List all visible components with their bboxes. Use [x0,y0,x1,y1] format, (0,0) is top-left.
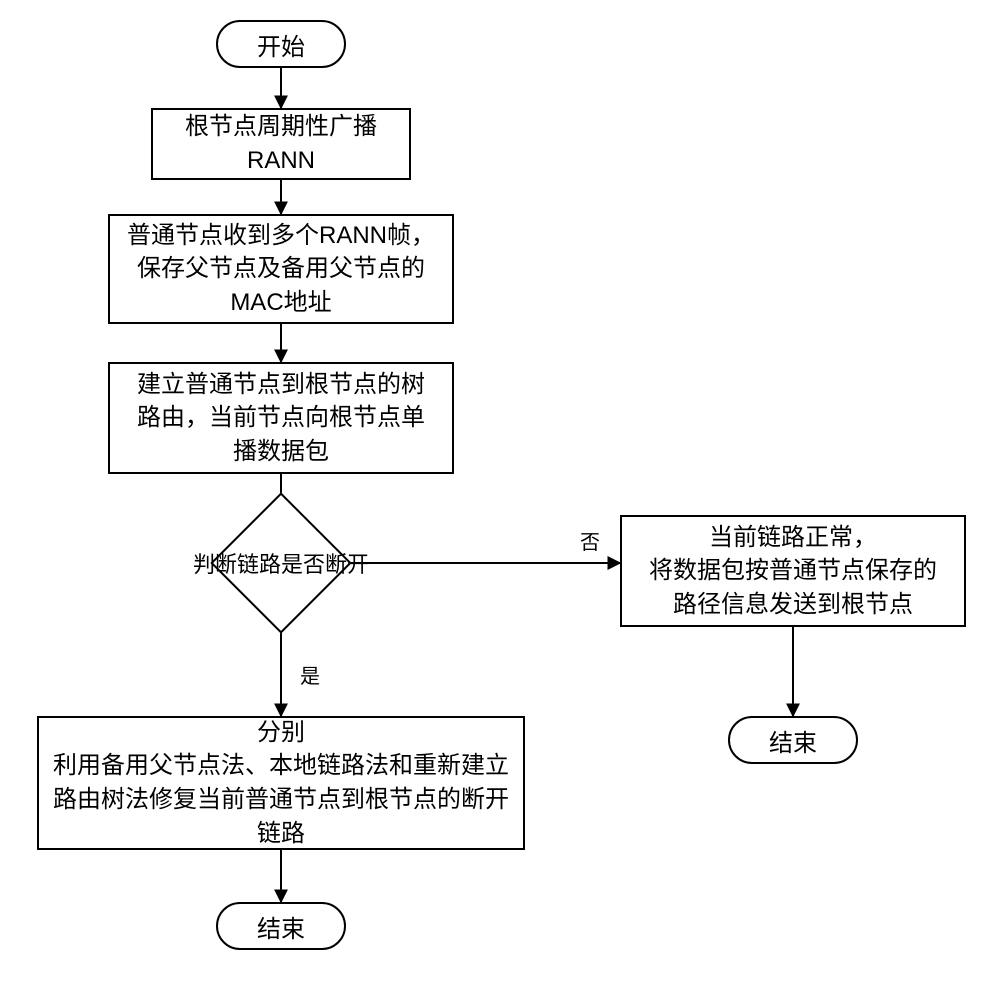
node-end-left-label: 结束 [257,909,305,944]
node-build-tree-route: 建立普通节点到根节点的树 路由，当前节点向根节点单 播数据包 [108,362,454,474]
node-broadcast-rann: 根节点周期性广播 RANN [151,108,411,180]
node-decision-label: 判断链路是否断开 [193,547,369,579]
node-link-normal: 当前链路正常， 将数据包按普通节点保存的 路径信息发送到根节点 [620,515,966,627]
node-build-tree-route-label: 建立普通节点到根节点的树 路由，当前节点向根节点单 播数据包 [137,368,425,469]
node-receive-rann: 普通节点收到多个RANN帧， 保存父节点及备用父节点的 MAC地址 [108,214,454,324]
edge-label-yes: 是 [300,660,320,689]
node-decision-link-broken: 判断链路是否断开 [231,513,331,613]
node-end-left: 结束 [216,902,346,950]
node-repair-link-label: 分别 利用备用父节点法、本地链路法和重新建立 路由树法修复当前普通节点到根节点的… [53,716,509,850]
node-repair-link: 分别 利用备用父节点法、本地链路法和重新建立 路由树法修复当前普通节点到根节点的… [37,716,525,850]
flowchart-canvas: 开始 根节点周期性广播 RANN 普通节点收到多个RANN帧， 保存父节点及备用… [0,0,1000,996]
edge-label-no: 否 [580,526,600,555]
node-receive-rann-label: 普通节点收到多个RANN帧， 保存父节点及备用父节点的 MAC地址 [127,219,435,320]
node-end-right-label: 结束 [769,723,817,758]
node-broadcast-rann-label: 根节点周期性广播 RANN [185,110,377,177]
node-start: 开始 [216,20,346,68]
node-end-right: 结束 [728,716,858,764]
node-start-label: 开始 [257,27,305,62]
node-link-normal-label: 当前链路正常， 将数据包按普通节点保存的 路径信息发送到根节点 [649,521,937,622]
